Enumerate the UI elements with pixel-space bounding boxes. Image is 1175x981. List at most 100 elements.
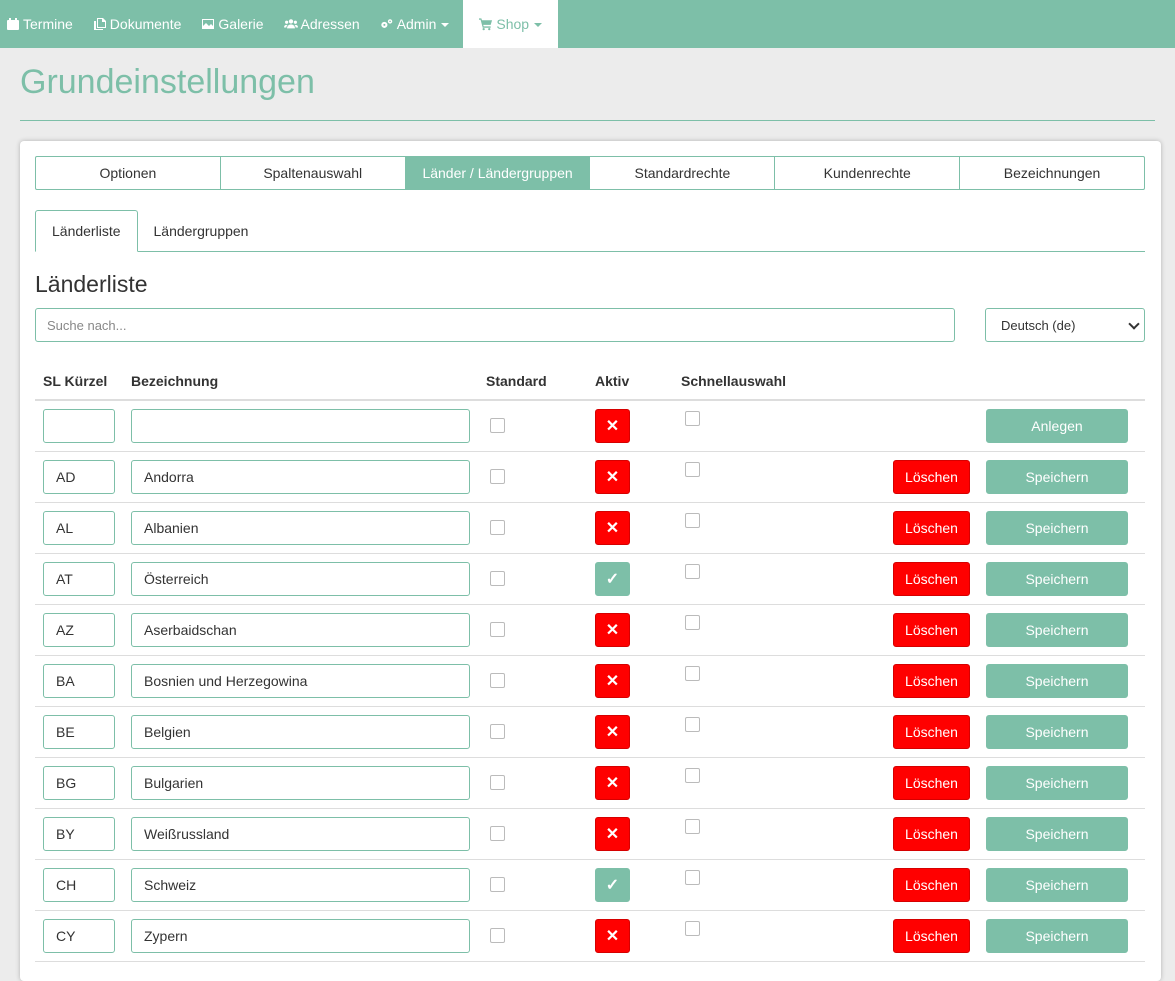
create-button[interactable]: Anlegen (986, 408, 1128, 443)
schnellauswahl-checkbox[interactable] (685, 411, 700, 427)
tab-optionen[interactable]: Optionen (35, 156, 221, 190)
name-input[interactable]: Weißrussland (131, 816, 470, 851)
schnellauswahl-checkbox[interactable] (685, 921, 700, 936)
code-input[interactable]: AD (43, 459, 115, 494)
close-icon: ✕ (605, 825, 620, 843)
delete-button[interactable]: Löschen (893, 663, 970, 698)
new-code-input[interactable] (43, 408, 115, 443)
delete-button[interactable]: Löschen (893, 816, 970, 851)
tab-spaltenauswahl[interactable]: Spaltenauswahl (219, 156, 406, 190)
delete-button[interactable]: Löschen (893, 918, 970, 953)
delete-button[interactable]: Löschen (893, 714, 970, 749)
schnellauswahl-checkbox[interactable] (685, 870, 700, 885)
save-button[interactable]: Speichern (986, 561, 1128, 596)
aktiv-toggle[interactable]: ✓ (595, 561, 630, 596)
standard-checkbox[interactable] (490, 826, 505, 841)
standard-checkbox[interactable] (490, 724, 505, 739)
nav-galerie[interactable]: Galerie (195, 0, 277, 48)
schnellauswahl-checkbox[interactable] (685, 615, 700, 630)
schnellauswahl-checkbox[interactable] (685, 666, 700, 681)
name-input[interactable]: Andorra (131, 459, 470, 494)
nav-adressen[interactable]: Adressen (278, 0, 374, 48)
nav-dokumente[interactable]: Dokumente (87, 0, 196, 48)
name-input[interactable]: Zypern (131, 918, 470, 953)
name-input[interactable]: Albanien (131, 510, 470, 545)
code-input[interactable]: BE (43, 714, 115, 749)
aktiv-toggle[interactable]: ✕ (595, 714, 630, 749)
schnellauswahl-checkbox[interactable] (685, 819, 700, 834)
nav-termine[interactable]: Termine (0, 0, 87, 48)
name-input[interactable]: Aserbaidschan (131, 612, 470, 647)
code-input[interactable]: AZ (43, 612, 115, 647)
tab-bezeichnungen[interactable]: Bezeichnungen (959, 156, 1145, 190)
standard-checkbox[interactable] (490, 469, 505, 484)
subtab-laenderliste[interactable]: Länderliste (35, 210, 138, 252)
code-input[interactable]: CH (43, 867, 115, 902)
standard-checkbox[interactable] (490, 622, 505, 637)
name-input[interactable]: Bosnien und Herzegowina (131, 663, 470, 698)
aktiv-toggle[interactable]: ✕ (595, 612, 630, 647)
save-button[interactable]: Speichern (986, 816, 1128, 851)
aktiv-toggle[interactable]: ✕ (595, 459, 630, 494)
tab-kundenrechte[interactable]: Kundenrechte (774, 156, 961, 190)
code-input[interactable]: AT (43, 561, 115, 596)
name-input[interactable]: Bulgarien (131, 765, 470, 800)
aktiv-toggle[interactable]: ✕ (595, 663, 630, 698)
nav-shop[interactable]: Shop (463, 0, 559, 48)
schnellauswahl-checkbox[interactable] (685, 462, 700, 477)
standard-checkbox[interactable] (490, 877, 505, 892)
table-row: BE Belgien ✕ Löschen Speichern (35, 706, 1145, 758)
delete-button[interactable]: Löschen (893, 867, 970, 902)
save-button[interactable]: Speichern (986, 918, 1128, 953)
delete-button[interactable]: Löschen (893, 765, 970, 800)
search-input[interactable] (35, 308, 955, 342)
check-icon: ✓ (605, 876, 620, 894)
table-header-row: SL Kürzel Bezeichnung Standard Aktiv Sch… (35, 362, 1145, 401)
delete-button[interactable]: Löschen (893, 561, 970, 596)
delete-button[interactable]: Löschen (893, 510, 970, 545)
nav-admin[interactable]: Admin (374, 0, 464, 48)
name-input[interactable]: Belgien (131, 714, 470, 749)
schnellauswahl-checkbox[interactable] (685, 768, 700, 783)
aktiv-toggle[interactable]: ✕ (595, 816, 630, 851)
aktiv-toggle[interactable]: ✕ (595, 918, 630, 953)
standard-checkbox[interactable] (490, 571, 505, 586)
save-button[interactable]: Speichern (986, 714, 1128, 749)
save-button[interactable]: Speichern (986, 459, 1128, 494)
subtab-laendergruppen[interactable]: Ländergruppen (153, 223, 249, 239)
header-sl-kuerzel: SL Kürzel (35, 362, 123, 401)
language-select[interactable]: Deutsch (de) (985, 308, 1145, 342)
schnellauswahl-checkbox[interactable] (685, 513, 700, 528)
save-button[interactable]: Speichern (986, 510, 1128, 545)
code-input[interactable]: BA (43, 663, 115, 698)
aktiv-toggle[interactable]: ✕ (595, 765, 630, 800)
aktiv-toggle[interactable]: ✕ (595, 408, 630, 443)
code-input[interactable]: BG (43, 765, 115, 800)
close-icon: ✕ (605, 927, 620, 945)
name-input[interactable]: Österreich (131, 561, 470, 596)
countries-table: SL Kürzel Bezeichnung Standard Aktiv Sch… (35, 362, 1145, 962)
standard-checkbox[interactable] (490, 520, 505, 535)
code-input[interactable]: BY (43, 816, 115, 851)
new-name-input[interactable] (131, 408, 470, 443)
schnellauswahl-checkbox[interactable] (685, 717, 700, 732)
standard-checkbox[interactable] (490, 673, 505, 688)
aktiv-toggle[interactable]: ✓ (595, 867, 630, 902)
schnellauswahl-checkbox[interactable] (685, 564, 700, 579)
standard-checkbox[interactable] (490, 928, 505, 943)
save-button[interactable]: Speichern (986, 765, 1128, 800)
code-input[interactable]: AL (43, 510, 115, 545)
standard-checkbox[interactable] (490, 418, 505, 434)
standard-checkbox[interactable] (490, 775, 505, 790)
code-input[interactable]: CY (43, 918, 115, 953)
aktiv-toggle[interactable]: ✕ (595, 510, 630, 545)
delete-button[interactable]: Löschen (893, 612, 970, 647)
table-row: BY Weißrussland ✕ Löschen Speichern (35, 808, 1145, 860)
tab-laender-laendergruppen[interactable]: Länder / Ländergruppen (404, 156, 591, 190)
save-button[interactable]: Speichern (986, 612, 1128, 647)
delete-button[interactable]: Löschen (893, 459, 970, 494)
save-button[interactable]: Speichern (986, 867, 1128, 902)
name-input[interactable]: Schweiz (131, 867, 470, 902)
save-button[interactable]: Speichern (986, 663, 1128, 698)
tab-standardrechte[interactable]: Standardrechte (589, 156, 776, 190)
